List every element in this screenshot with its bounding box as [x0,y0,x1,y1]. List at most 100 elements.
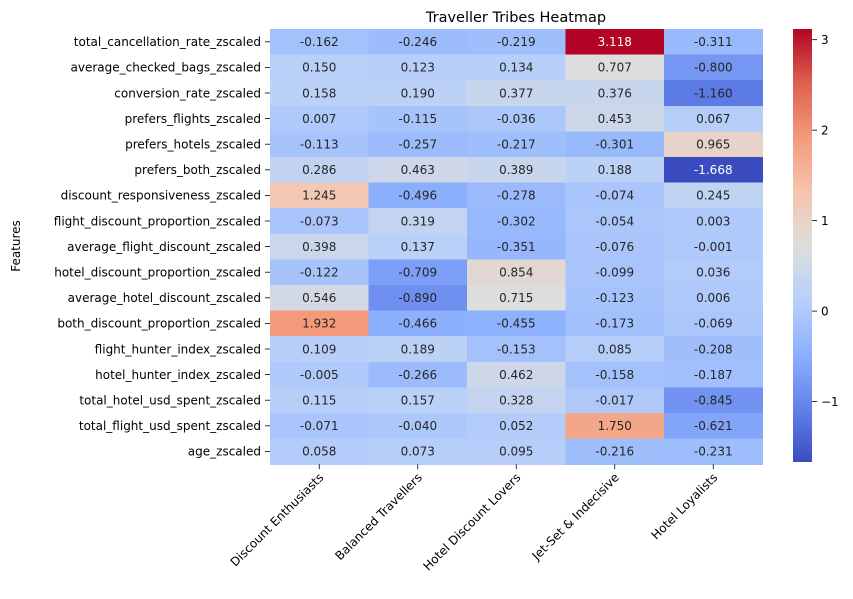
heatmap-cell [270,157,370,184]
heatmap-cell [664,259,764,286]
cell-value-label: 0.854 [499,266,533,280]
cell-value-label: 1.245 [302,189,336,203]
row-tick-label: hotel_discount_proportion_zscaled [54,266,261,280]
heatmap-cell [270,387,370,414]
cell-value-label: 0.115 [302,394,336,408]
heatmap-cell [270,80,370,107]
cell-value-label: -0.311 [694,35,733,49]
cell-value-label: -0.123 [595,291,634,305]
cell-value-label: 0.190 [401,86,435,100]
cell-value-label: 0.319 [401,214,435,228]
cell-value-label: -0.231 [694,445,733,459]
cell-value-label: 0.158 [302,86,336,100]
cell-value-label: -0.099 [595,266,634,280]
cell-value-label: 0.150 [302,61,336,75]
heatmap-cells [270,29,764,465]
cell-value-label: -0.257 [398,138,437,152]
cell-value-label: 0.058 [302,445,336,459]
cell-value-label: -0.890 [398,291,437,305]
heatmap-cell [368,413,468,440]
heatmap-cell [368,285,468,312]
cell-value-label: -0.115 [398,112,437,126]
heatmap-cell [467,29,567,56]
cell-value-label: -0.069 [694,317,733,331]
heatmap-cell [368,105,468,132]
cell-value-label: -0.036 [497,112,536,126]
heatmap-cell [664,438,764,465]
heatmap-cell [368,29,468,56]
heatmap-cell [368,54,468,81]
cell-value-label: -0.187 [694,368,733,382]
colorbar: −1 0 1 2 3 [793,29,839,462]
cell-value-label: -1.668 [694,163,733,177]
heatmap-cell [467,387,567,414]
heatmap-cell [467,105,567,132]
cell-value-label: -0.246 [398,35,437,49]
row-tick-label: hotel_hunter_index_zscaled [95,368,261,382]
heatmap-cell [565,438,665,465]
row-tick-label: both_discount_proportion_zscaled [57,317,261,331]
heatmap-cell [270,29,370,56]
heatmap-cell [664,387,764,414]
heatmap-cell [664,182,764,209]
cell-value-label: -0.351 [497,240,536,254]
colorbar-gradient [793,29,812,462]
heatmap-cell [368,310,468,337]
cell-value-label: 0.123 [401,61,435,75]
heatmap-cell [664,105,764,132]
cell-value-label: 1.750 [598,419,632,433]
heatmap-cell [270,131,370,158]
heatmap-cell [467,233,567,260]
cell-value-label: 0.286 [302,163,336,177]
heatmap-cell [270,285,370,312]
cell-value-label: -0.301 [595,138,634,152]
cell-value-label: -0.122 [300,266,339,280]
column-tick-label: Balanced Travellers [332,470,425,563]
cell-value-label: -0.219 [497,35,536,49]
row-tick-label: flight_discount_proportion_zscaled [54,214,261,228]
cell-value-label: 0.398 [302,240,336,254]
cell-value-label: 3.118 [598,35,632,49]
heatmap-cell [664,310,764,337]
cell-value-label: -0.621 [694,419,733,433]
row-tick-label: conversion_rate_zscaled [114,86,261,100]
column-tick-labels: Discount Enthusiasts Balanced TravellersH… [228,464,720,573]
heatmap-cell [368,157,468,184]
heatmap-cell [270,182,370,209]
cell-value-label: 0.085 [598,342,632,356]
heatmap-cell [467,336,567,363]
heatmap-cell [368,438,468,465]
row-tick-label: flight_hunter_index_zscaled [95,342,261,356]
row-tick-label: average_hotel_discount_zscaled [68,291,261,305]
heatmap-cell [565,259,665,286]
heatmap-cell [270,259,370,286]
heatmap-cell [664,29,764,56]
heatmap-cell [664,131,764,158]
cell-value-label: -0.071 [300,419,339,433]
cell-value-label: -0.466 [398,317,437,331]
cell-value-label: -0.455 [497,317,536,331]
heatmap-cell [270,336,370,363]
heatmap-cell [565,157,665,184]
row-tick-labels: total_cancellation_rate_zscaled average_c… [54,35,270,459]
heatmap-cell [664,361,764,388]
row-tick-label: discount_responsiveness_zscaled [61,189,261,203]
cell-value-label: -0.005 [300,368,339,382]
heatmap-cell [270,310,370,337]
cell-value-label: 0.546 [302,291,336,305]
cell-value-label: 0.006 [696,291,730,305]
cell-value-label: -0.845 [694,394,733,408]
cell-value-label: 0.134 [499,61,533,75]
heatmap-cell [467,131,567,158]
cell-value-label: 0.052 [499,419,533,433]
cell-value-label: -0.266 [398,368,437,382]
cell-value-label: -0.074 [595,189,634,203]
cell-value-label: 0.073 [401,445,435,459]
heatmap-cell [664,157,764,184]
heatmap-cell [270,233,370,260]
cell-value-label: 0.377 [499,86,533,100]
heatmap-cell [565,208,665,235]
heatmap-cell [565,310,665,337]
cell-value-label: -0.709 [398,266,437,280]
cell-value-label: 0.188 [598,163,632,177]
